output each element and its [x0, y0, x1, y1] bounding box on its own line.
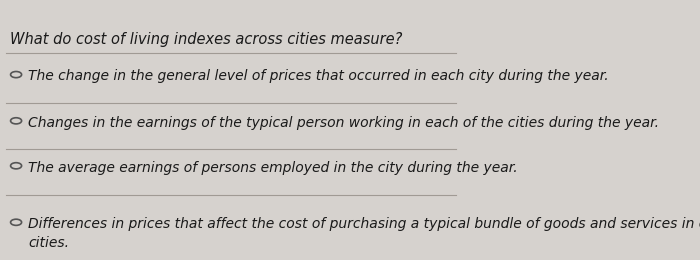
- Text: The average earnings of persons employed in the city during the year.: The average earnings of persons employed…: [28, 161, 518, 175]
- Text: What do cost of living indexes across cities measure?: What do cost of living indexes across ci…: [10, 32, 402, 47]
- Text: The change in the general level of prices that occurred in each city during the : The change in the general level of price…: [28, 69, 609, 83]
- Text: Changes in the earnings of the typical person working in each of the cities duri: Changes in the earnings of the typical p…: [28, 116, 659, 130]
- Text: Differences in prices that affect the cost of purchasing a typical bundle of goo: Differences in prices that affect the co…: [28, 217, 700, 250]
